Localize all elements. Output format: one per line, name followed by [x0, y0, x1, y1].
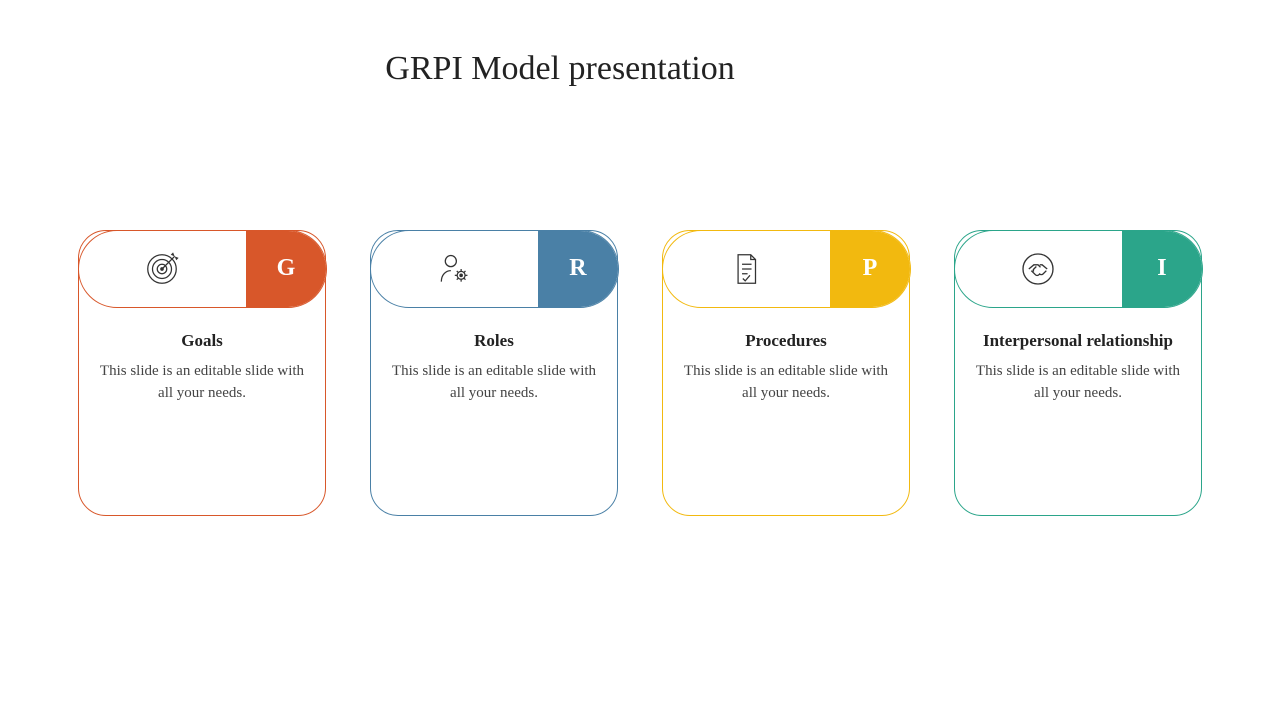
card-body-procedures: Procedures This slide is an editable sli…	[681, 331, 891, 405]
card-heading-goals: Goals	[97, 331, 307, 351]
card-desc-roles: This slide is an editable slide with all…	[389, 361, 599, 405]
card-header-goals: G	[78, 230, 327, 308]
cards-row: G Goals This slide is an editable slide …	[78, 230, 1202, 516]
card-procedures: P Procedures This slide is an editable s…	[662, 230, 910, 516]
slide-title: GRPI Model presentation	[200, 50, 920, 88]
card-goals: G Goals This slide is an editable slide …	[78, 230, 326, 516]
card-desc-procedures: This slide is an editable slide with all…	[681, 361, 891, 405]
target-icon	[79, 231, 247, 307]
card-interpersonal: I Interpersonal relationship This slide …	[954, 230, 1202, 516]
card-letter-procedures: P	[830, 231, 909, 307]
card-heading-roles: Roles	[389, 331, 599, 351]
card-body-goals: Goals This slide is an editable slide wi…	[97, 331, 307, 405]
slide: GRPI Model presentation G	[0, 0, 1280, 720]
card-desc-goals: This slide is an editable slide with all…	[97, 361, 307, 405]
card-letter-interpersonal: I	[1122, 231, 1201, 307]
card-header-roles: R	[370, 230, 619, 308]
card-desc-interpersonal: This slide is an editable slide with all…	[973, 361, 1183, 405]
card-heading-procedures: Procedures	[681, 331, 891, 351]
handshake-icon	[955, 231, 1123, 307]
card-body-roles: Roles This slide is an editable slide wi…	[389, 331, 599, 405]
card-header-interpersonal: I	[954, 230, 1203, 308]
card-roles: R Roles This slide is an editable slide …	[370, 230, 618, 516]
card-letter-goals: G	[246, 231, 325, 307]
card-header-procedures: P	[662, 230, 911, 308]
person-gear-icon	[371, 231, 539, 307]
document-check-icon	[663, 231, 831, 307]
card-letter-roles: R	[538, 231, 617, 307]
card-heading-interpersonal: Interpersonal relationship	[973, 331, 1183, 351]
card-body-interpersonal: Interpersonal relationship This slide is…	[973, 331, 1183, 405]
